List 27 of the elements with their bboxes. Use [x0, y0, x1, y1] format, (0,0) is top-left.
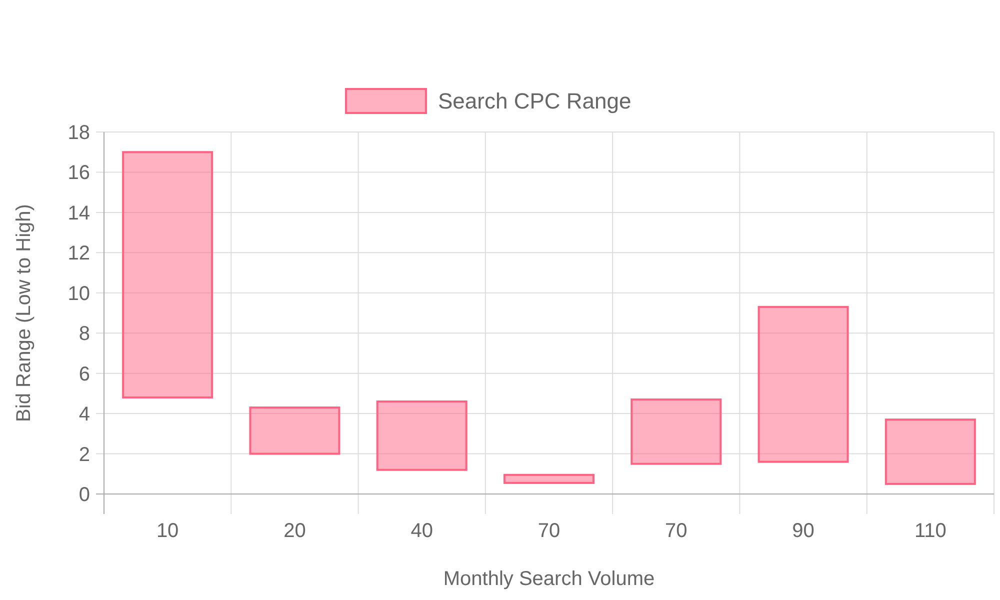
y-tick-label: 18 — [68, 122, 90, 144]
x-tick-label: 110 — [914, 520, 946, 542]
x-tick-label: 10 — [156, 520, 179, 542]
y-tick-label: 2 — [78, 444, 90, 466]
bar — [630, 398, 722, 465]
bar — [758, 306, 849, 463]
y-tick-label: 14 — [68, 202, 90, 224]
y-tick-label: 4 — [78, 404, 90, 426]
bar — [376, 400, 468, 471]
bar — [122, 151, 214, 398]
y-tick-label: 6 — [78, 363, 90, 386]
bar — [884, 418, 976, 485]
x-axis-title: Monthly Search Volume — [443, 568, 655, 590]
x-tick-label: 40 — [410, 520, 433, 542]
x-tick-label: 70 — [538, 520, 560, 542]
y-tick-label: 16 — [68, 162, 90, 184]
bar — [504, 474, 594, 484]
x-tick-label: 20 — [284, 520, 306, 542]
y-tick-label: 8 — [78, 323, 90, 346]
bar — [249, 406, 340, 455]
y-tick-label: 0 — [78, 484, 90, 506]
y-tick-label: 12 — [68, 242, 90, 265]
legend-label: Search CPC Range — [438, 88, 632, 114]
y-axis-title: Bid Range (Low to High) — [13, 204, 35, 422]
x-tick-label: 70 — [665, 520, 688, 542]
x-tick-label: 90 — [792, 520, 814, 542]
y-tick-label: 10 — [68, 282, 90, 305]
